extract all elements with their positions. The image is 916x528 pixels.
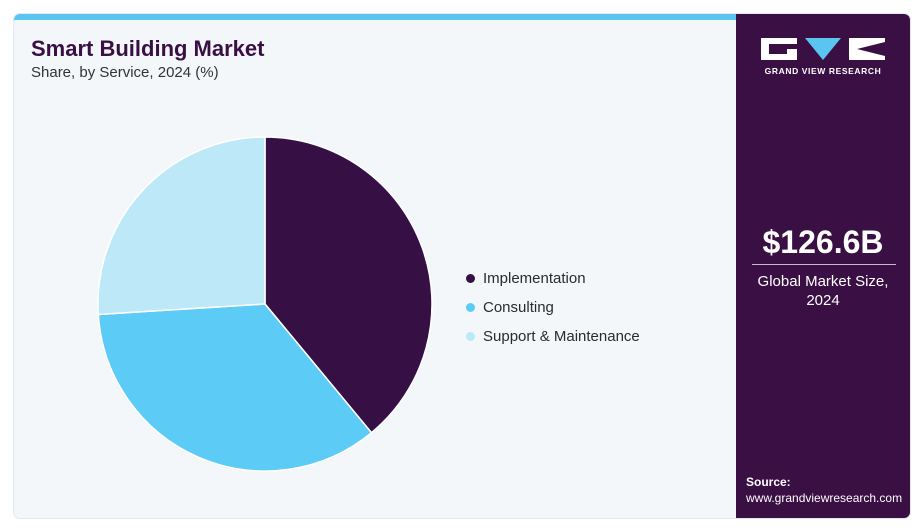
legend-item: Consulting	[466, 293, 640, 322]
logo-text: GRAND VIEW RESEARCH	[764, 66, 882, 76]
market-size-label: Global Market Size, 2024	[757, 273, 889, 309]
source-link[interactable]: www.grandviewresearch.com	[746, 491, 903, 505]
source-label: Source:	[746, 475, 791, 489]
legend-label: Support & Maintenance	[483, 328, 640, 345]
accent-bar	[14, 14, 736, 20]
gvr-logo-icon	[761, 38, 885, 60]
pie-slice-consulting	[97, 303, 373, 472]
market-summary-panel: GRAND VIEW RESEARCH $126.6B Global Marke…	[736, 14, 910, 518]
legend-item: Implementation	[466, 264, 640, 293]
chart-title: Smart Building Market	[31, 36, 265, 61]
brand-logo: GRAND VIEW RESEARCH	[736, 38, 910, 76]
report-card: Smart Building Market Share, by Service,…	[14, 14, 910, 518]
legend-swatch	[466, 303, 475, 312]
divider	[752, 264, 896, 265]
chart-subtitle: Share, by Service, 2024 (%)	[31, 64, 219, 81]
legend-label: Implementation	[483, 270, 586, 287]
pie-slice-support-maintenance	[97, 136, 266, 316]
legend-swatch	[466, 332, 475, 341]
legend-label: Consulting	[483, 299, 554, 316]
chart-legend: Implementation Consulting Support & Mainte…	[466, 264, 640, 351]
pie-chart	[97, 136, 433, 472]
legend-swatch	[466, 274, 475, 283]
legend-item: Support & Maintenance	[466, 322, 640, 351]
market-size-value: $126.6B	[762, 224, 884, 260]
pie-slice-implementation	[264, 136, 433, 434]
